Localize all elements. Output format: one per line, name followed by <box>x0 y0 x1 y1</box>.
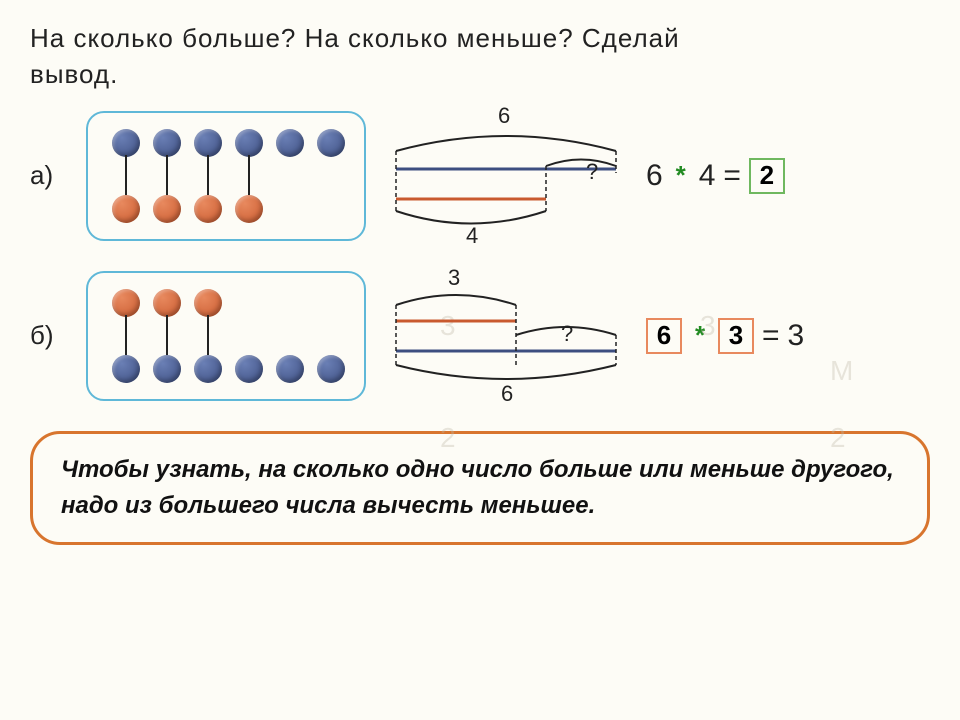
eq-operand-box[interactable]: 3 <box>718 318 754 354</box>
eq-answer: 3 <box>788 319 805 353</box>
problem-a-equation: 6 * 4 = 2 <box>646 158 785 194</box>
dot-blue <box>317 355 345 383</box>
dot-orange <box>194 289 222 317</box>
arc-top-label: 3 <box>448 265 460 291</box>
title-line-1: На сколько больше? На сколько меньше? Сд… <box>30 23 680 53</box>
problem-b: б) <box>30 271 930 401</box>
problem-a-bot-row <box>112 195 263 223</box>
dot-blue <box>276 129 304 157</box>
conclusion-box: Чтобы узнать, на сколько одно число боль… <box>30 431 930 545</box>
arc-bot-label: 4 <box>466 223 478 249</box>
problem-b-dots <box>86 271 366 401</box>
eq-answer-box[interactable]: 2 <box>749 158 785 194</box>
dot-orange <box>153 289 181 317</box>
dot-orange <box>194 195 222 223</box>
problem-a-label: а) <box>30 160 66 191</box>
dot-blue <box>153 355 181 383</box>
dot-blue <box>235 129 263 157</box>
dot-blue <box>112 129 140 157</box>
eq-equals: = <box>723 159 741 193</box>
problem-b-equation: 6 * 3 = 3 <box>646 318 804 354</box>
eq-operand: 6 <box>646 159 663 193</box>
conclusion-text: Чтобы узнать, на сколько одно число боль… <box>61 456 894 519</box>
problem-b-label: б) <box>30 320 66 351</box>
dot-blue <box>235 355 263 383</box>
problem-a-dots <box>86 111 366 241</box>
eq-operator: * <box>690 320 710 351</box>
problem-a-top-row <box>112 129 345 157</box>
eq-operand-box[interactable]: 6 <box>646 318 682 354</box>
dot-orange <box>112 289 140 317</box>
dot-blue <box>317 129 345 157</box>
dot-blue <box>194 355 222 383</box>
arc-q-label: ? <box>561 321 573 347</box>
page-title: На сколько больше? На сколько меньше? Сд… <box>30 20 930 93</box>
arc-bot-label: 6 <box>501 381 513 407</box>
worksheet-page: На сколько больше? На сколько меньше? Сд… <box>0 0 960 565</box>
eq-equals: = <box>762 319 780 353</box>
eq-operand: 4 <box>699 159 716 193</box>
dot-orange <box>235 195 263 223</box>
title-line-2: вывод. <box>30 59 118 89</box>
problem-a: а) <box>30 111 930 241</box>
dot-orange <box>153 195 181 223</box>
arc-top-label: 6 <box>498 103 510 129</box>
dot-orange <box>112 195 140 223</box>
dot-blue <box>112 355 140 383</box>
arc-q-label: ? <box>586 159 598 185</box>
dot-blue <box>276 355 304 383</box>
problem-b-bot-row <box>112 355 345 383</box>
problem-b-arc-diagram: 3 ? 6 <box>386 271 626 401</box>
problem-a-arc-diagram: 6 ? 4 <box>386 111 626 241</box>
dot-blue <box>194 129 222 157</box>
problem-b-top-row <box>112 289 222 317</box>
eq-operator: * <box>671 160 691 191</box>
dot-blue <box>153 129 181 157</box>
